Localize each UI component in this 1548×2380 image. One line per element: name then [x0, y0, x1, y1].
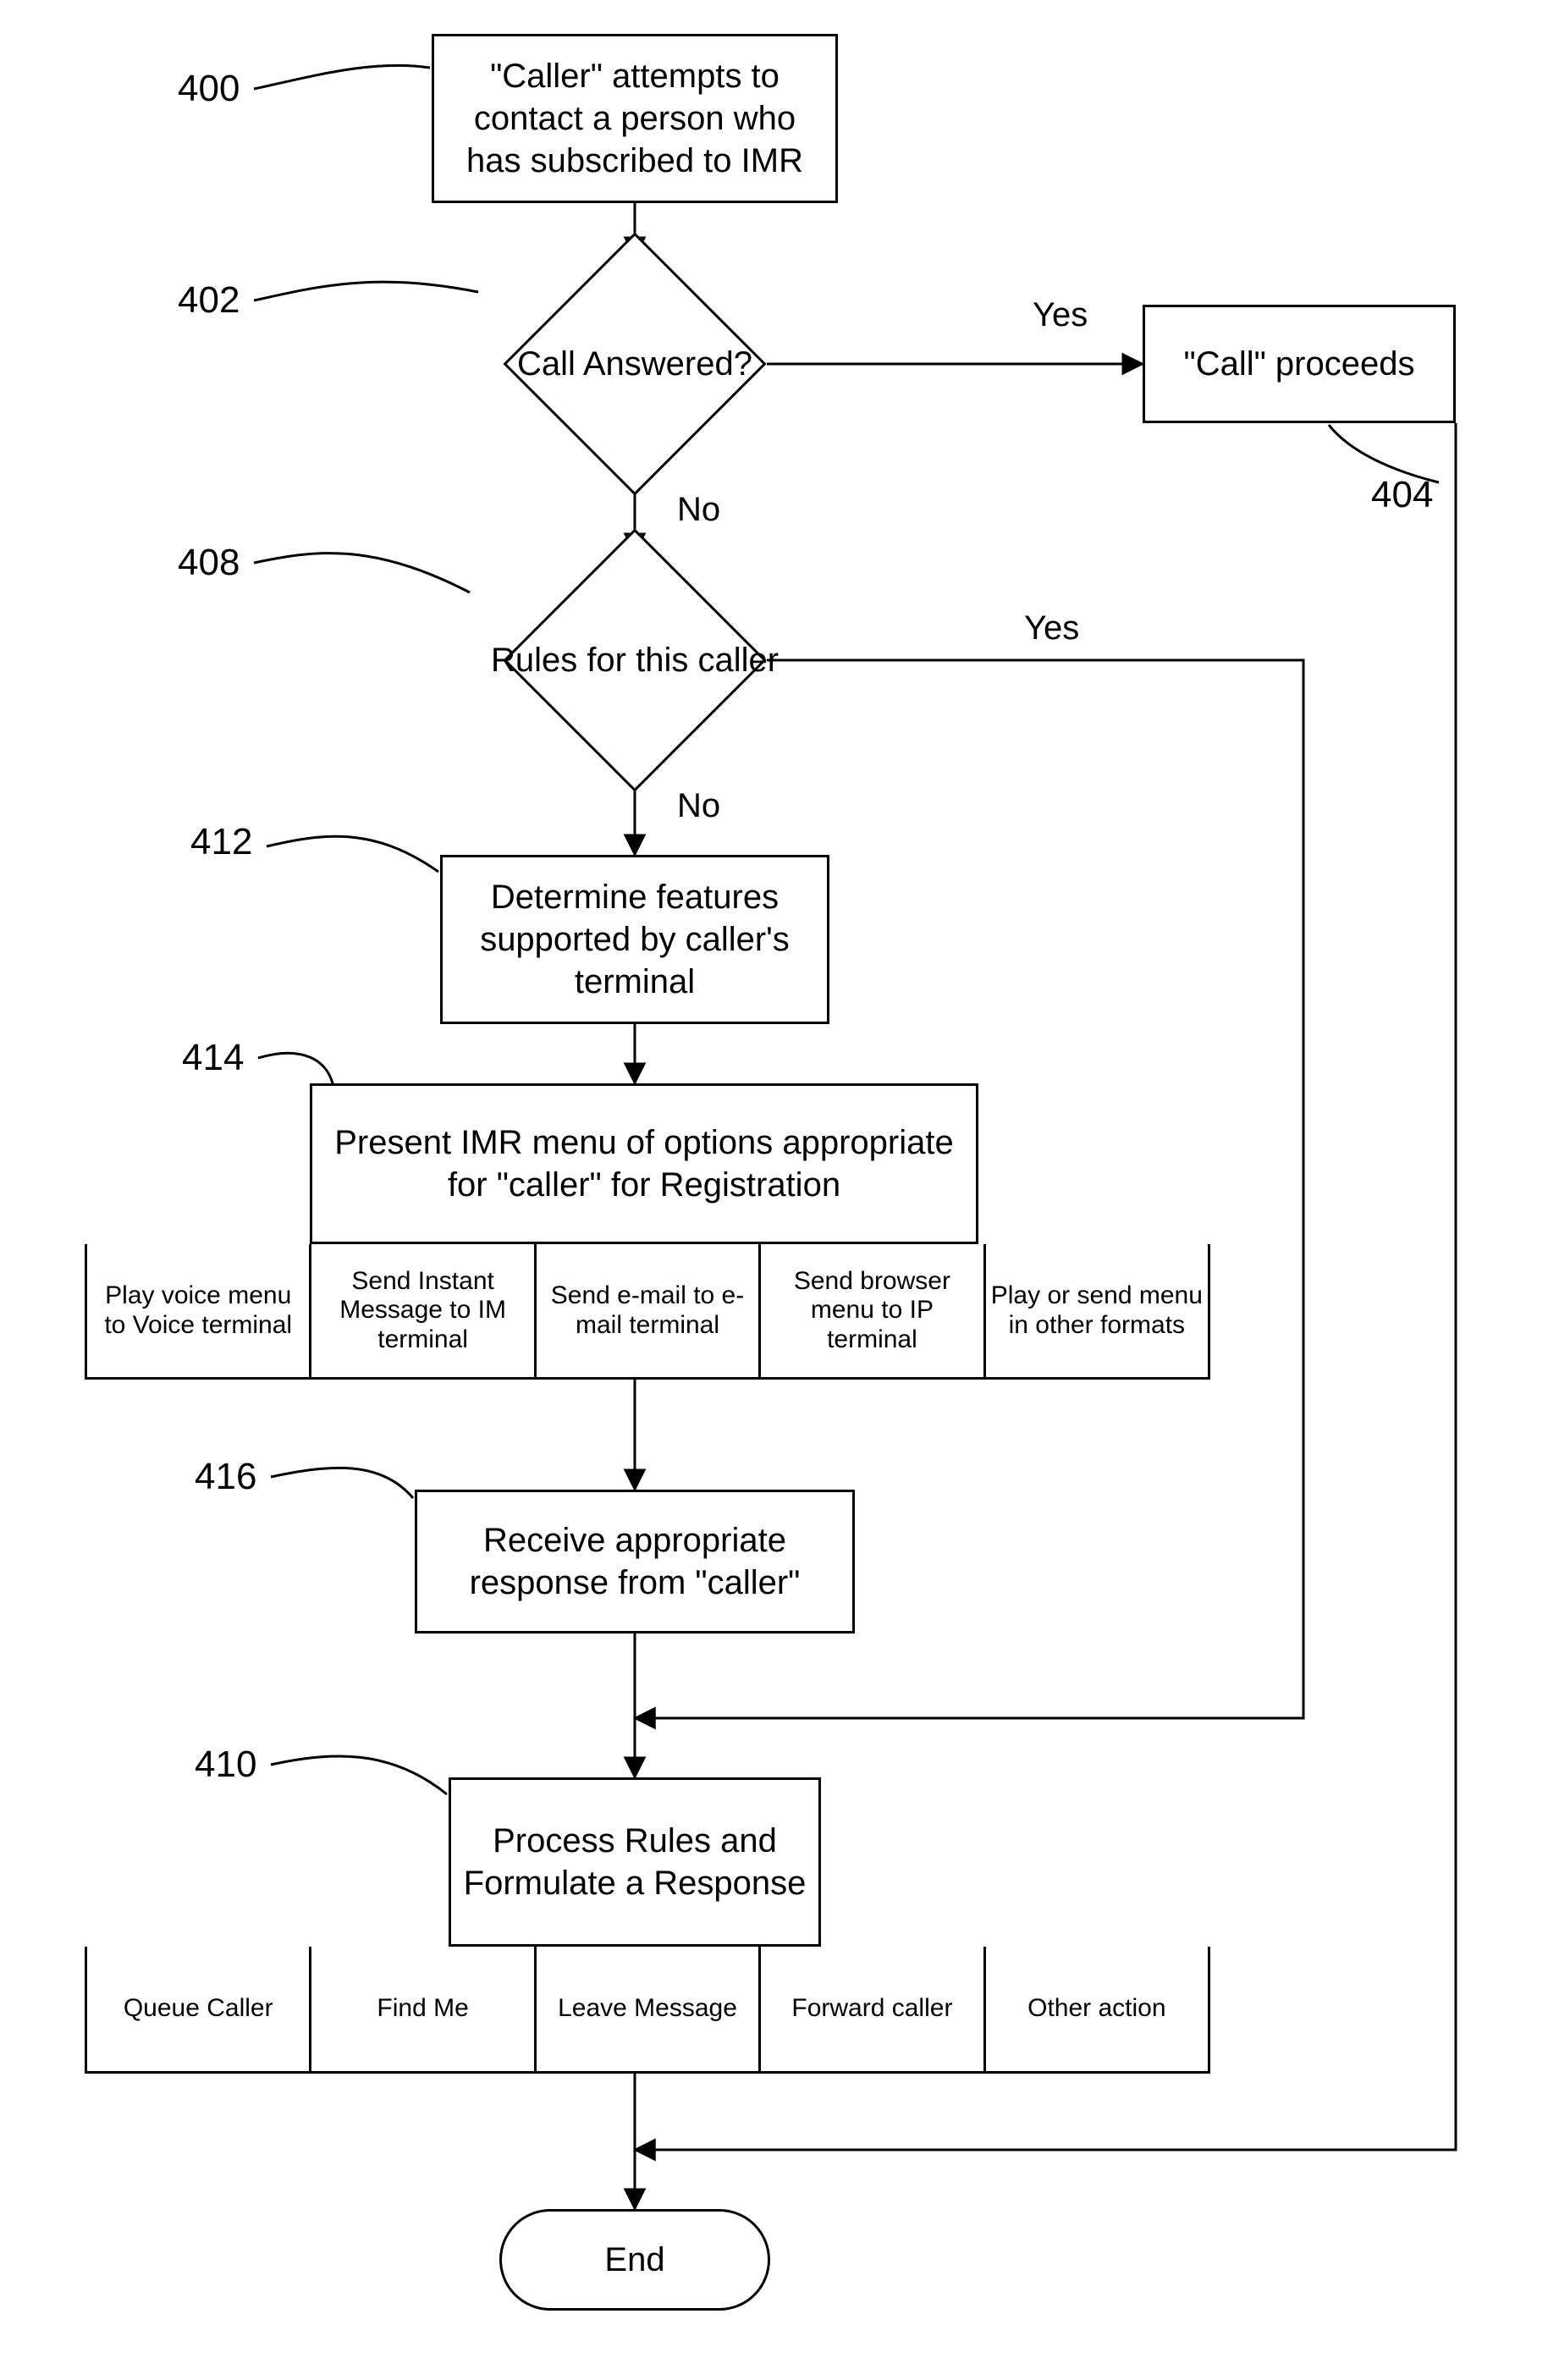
edge-label-no408: No [677, 787, 720, 825]
ref-label-408: 408 [178, 542, 240, 584]
callout-c402 [254, 282, 478, 300]
node-n400: "Caller" attempts to contact a person wh… [432, 34, 838, 203]
node-n414: Present IMR menu of options appropriate … [310, 1083, 978, 1244]
node-text: Process Rules and Formulate a Response [463, 1820, 807, 1904]
ref-label-414: 414 [182, 1037, 244, 1079]
callout-c412 [267, 836, 438, 872]
node-text: Determine features supported by caller's… [454, 876, 815, 1003]
node-n412: Determine features supported by caller's… [440, 855, 829, 1024]
edge-label-yes402: Yes [1033, 296, 1088, 334]
row-cell: Play or send menu in other formats [986, 1244, 1208, 1377]
node-text: Receive appropriate response from "calle… [429, 1519, 840, 1604]
node-text: Call Answered? [457, 271, 813, 457]
row-cell: Find Me [311, 1947, 536, 2071]
node-n404: "Call" proceeds [1143, 305, 1456, 423]
node-n416: Receive appropriate response from "calle… [415, 1490, 855, 1633]
node-text: "Caller" attempts to contact a person wh… [446, 55, 824, 182]
node-text: "Call" proceeds [1184, 343, 1415, 385]
callout-c400 [254, 65, 430, 89]
ref-label-402: 402 [178, 279, 240, 322]
node-text: Rules for this caller [449, 567, 821, 753]
edge-label-no402: No [677, 491, 720, 529]
node-text: End [604, 2239, 664, 2281]
node-n410: Process Rules and Formulate a Response [449, 1777, 821, 1947]
node-text: Present IMR menu of options appropriate … [324, 1121, 964, 1206]
row-cell: Send browser menu to IP terminal [761, 1244, 985, 1377]
flowchart-canvas: "Caller" attempts to contact a person wh… [0, 0, 1548, 2380]
node-n410-row: Queue CallerFind MeLeave MessageForward … [85, 1947, 1210, 2074]
ref-label-416: 416 [195, 1456, 256, 1498]
row-cell: Forward caller [761, 1947, 985, 2071]
row-cell: Send Instant Message to IM terminal [311, 1244, 536, 1377]
ref-label-404: 404 [1371, 474, 1433, 516]
node-n402: Call Answered? [542, 271, 728, 457]
row-cell: Queue Caller [87, 1947, 311, 2071]
node-n408: Rules for this caller [542, 567, 728, 753]
callout-c410 [271, 1756, 447, 1794]
callout-c416 [271, 1468, 413, 1498]
row-cell: Other action [986, 1947, 1208, 2071]
ref-label-400: 400 [178, 68, 240, 110]
ref-label-410: 410 [195, 1744, 256, 1786]
edge-label-yes408: Yes [1024, 609, 1079, 647]
row-cell: Send e-mail to e-mail terminal [537, 1244, 761, 1377]
callout-c408 [254, 554, 470, 592]
ref-label-412: 412 [190, 821, 252, 863]
row-cell: Leave Message [537, 1947, 761, 2071]
row-cell: Play voice menu to Voice terminal [87, 1244, 311, 1377]
node-nEnd: End [499, 2209, 770, 2311]
node-n414-row: Play voice menu to Voice terminalSend In… [85, 1244, 1210, 1380]
